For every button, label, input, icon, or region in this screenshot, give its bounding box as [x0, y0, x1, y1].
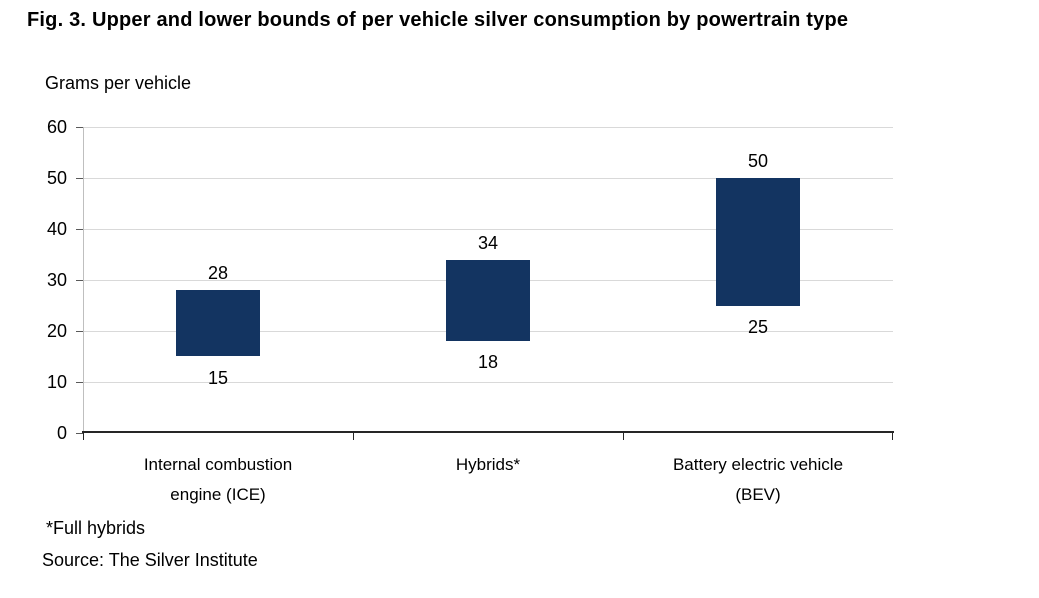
range-bar [176, 290, 260, 357]
category-label-line: Battery electric vehicle [672, 455, 844, 474]
x-axis-tick [353, 433, 354, 440]
gridline [83, 228, 893, 230]
gridline [83, 126, 893, 128]
bar-upper-value-label: 34 [477, 232, 499, 253]
y-tick-label: 60 [46, 117, 67, 137]
footnote: *Full hybrids [46, 518, 146, 538]
y-tick-label: 40 [46, 219, 67, 239]
bar-upper-value-label: 50 [747, 151, 769, 171]
bar-lower-value-label: 25 [747, 316, 769, 337]
x-axis-tick [83, 433, 84, 440]
y-axis-line [83, 127, 84, 433]
category-label-line: Internal combustion [143, 455, 293, 474]
y-tick-label: 30 [46, 270, 67, 290]
bar-upper-value-label: 28 [207, 263, 229, 284]
bar-lower-value-label: 18 [477, 352, 499, 373]
y-tick-label: 0 [56, 423, 67, 443]
y-axis-title: Grams per vehicle [45, 73, 192, 93]
gridline [83, 381, 893, 383]
y-tick-label: 10 [46, 372, 67, 392]
figure-title: Fig. 3. Upper and lower bounds of per ve… [27, 9, 849, 31]
gridline [83, 177, 893, 179]
bar-lower-value-label: 15 [207, 367, 229, 388]
y-tick-label: 50 [46, 168, 67, 188]
x-axis-line [82, 431, 894, 433]
y-axis-tick [76, 126, 83, 128]
category-label-line: (BEV) [735, 485, 781, 504]
y-axis-tick [76, 279, 83, 281]
category-label: Internal combustion engine (ICE) [83, 450, 353, 510]
plot-area: 0 10 20 30 40 50 60 28 15 Internal combustion engi… [47, 117, 894, 504]
y-tick-label: 20 [46, 321, 67, 341]
range-bar [446, 259, 530, 342]
x-axis-tick [892, 433, 893, 440]
source-note: Source: The Silver Institute [42, 550, 258, 570]
category-label-line: engine (ICE) [170, 485, 266, 504]
y-axis-tick [76, 381, 83, 383]
y-axis-tick [76, 177, 83, 179]
range-bar [716, 178, 800, 306]
y-axis-tick [76, 330, 83, 332]
category-label-line: Hybrids* [455, 455, 521, 474]
category-label: Hybrids* [353, 450, 623, 480]
y-axis-tick [76, 228, 83, 230]
x-axis-tick [623, 433, 624, 440]
category-label: Battery electric vehicle (BEV) [623, 450, 893, 510]
y-axis-tick [76, 432, 83, 434]
